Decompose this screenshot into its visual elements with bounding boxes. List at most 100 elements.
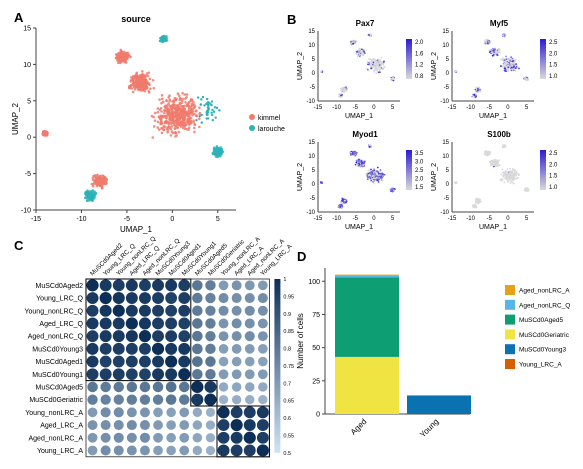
scatter-point (191, 107, 194, 111)
correlation-cell (126, 381, 138, 393)
scatter-point (492, 53, 495, 56)
scatter-point (375, 175, 378, 177)
correlation-cell (113, 420, 124, 431)
scatter-point (91, 189, 95, 192)
scatter-point (119, 50, 123, 54)
scatter-point (171, 110, 175, 113)
scatter-point (362, 164, 365, 167)
scatter-point (476, 87, 479, 90)
correlation-cell (86, 292, 99, 305)
correlation-cell (257, 369, 268, 380)
correlation-cell (205, 445, 216, 456)
scatter-point (157, 128, 161, 131)
x-tick-label: -5 (487, 216, 493, 222)
scatter-point (212, 152, 216, 155)
scatter-point (117, 51, 121, 55)
scatter-point (205, 111, 208, 114)
scatter-point (165, 99, 168, 102)
correlation-cell (245, 394, 255, 405)
scatter-point (218, 109, 221, 112)
bar-segment (335, 277, 399, 357)
correlation-cell (217, 431, 230, 444)
scatter-point (200, 113, 203, 117)
y-tick-label: 10 (23, 62, 31, 69)
scatter-point (382, 63, 385, 66)
scatter-point (139, 74, 142, 78)
scatter-point (170, 130, 174, 133)
scatter-point (167, 123, 171, 126)
scatter-point (157, 115, 161, 118)
scatter-point (119, 48, 123, 52)
y-tick-label: -10 (306, 210, 315, 216)
scatter-point (143, 89, 147, 93)
y-tick-label: 5 (27, 98, 31, 105)
correlation-cell (243, 419, 256, 432)
scatter-point (511, 64, 514, 67)
scatter-point (179, 97, 182, 101)
row-label: Young_LRC_Q (36, 296, 83, 303)
correlation-cell (152, 279, 165, 292)
scatter-point (174, 106, 178, 110)
colorbar-tick-label: 1.0 (549, 185, 558, 191)
scatter-point (175, 124, 178, 128)
scatter-point (509, 60, 512, 62)
scatter-point (494, 164, 497, 167)
colorbar-tick-label: 2.5 (549, 151, 558, 157)
scatter-point (495, 50, 497, 53)
scatter-point (499, 178, 502, 181)
correlation-cell (192, 356, 203, 367)
correlation-cell (125, 317, 138, 330)
scatter-point (478, 198, 481, 201)
scatter-point (117, 58, 120, 61)
scatter-point (161, 114, 165, 118)
scatter-point (131, 83, 135, 87)
scatter-point (165, 116, 168, 120)
scatter-point (501, 178, 504, 181)
scatter-point (174, 131, 177, 135)
scatter-point (513, 63, 516, 66)
scatter-point (500, 58, 502, 61)
y-tick-label: 15 (442, 140, 449, 146)
cluster-box (190, 380, 218, 407)
correlation-cell (112, 317, 125, 330)
scatter-point (473, 93, 476, 96)
scatter-point (163, 37, 167, 41)
y-tick-label: 10 (442, 154, 449, 160)
correlation-cell (218, 344, 229, 354)
scatter-point (390, 190, 392, 193)
scale-tick-label: 0.8 (283, 347, 291, 353)
scatter-point (194, 109, 198, 113)
y-tick-label: -10 (440, 99, 449, 105)
x-tick-label: -15 (31, 216, 41, 223)
scatter-point (220, 148, 224, 152)
correlation-cell (126, 420, 137, 431)
scatter-point (207, 101, 210, 104)
scatter-point (379, 58, 381, 61)
y-tick-label: 15 (442, 29, 449, 35)
legend-label: MuSCd0Young3 (519, 347, 566, 354)
scatter-point (338, 94, 341, 96)
scatter-point (343, 89, 345, 92)
scatter-point (524, 189, 527, 192)
scatter-point (170, 104, 174, 108)
correlation-cell (100, 445, 111, 456)
scatter-point (492, 164, 495, 166)
scatter-point (487, 39, 489, 42)
scatter-point (369, 170, 371, 173)
feature-title: Myod1 (352, 130, 378, 139)
scatter-point (509, 167, 511, 170)
scatter-point (507, 62, 510, 65)
scatter-point (503, 69, 506, 72)
legend-swatch (505, 285, 515, 295)
correlation-cell (87, 445, 98, 456)
row-label: MuSCd0Aged2 (36, 283, 84, 290)
scatter-point (200, 121, 203, 124)
scatter-point (92, 174, 95, 178)
correlation-cell (258, 382, 268, 392)
scatter-point (361, 161, 364, 164)
scatter-point (185, 93, 189, 96)
scatter-point (506, 176, 508, 179)
correlation-cell (100, 420, 111, 431)
scatter-point (160, 110, 163, 113)
y-tick-label: 10 (442, 43, 449, 49)
